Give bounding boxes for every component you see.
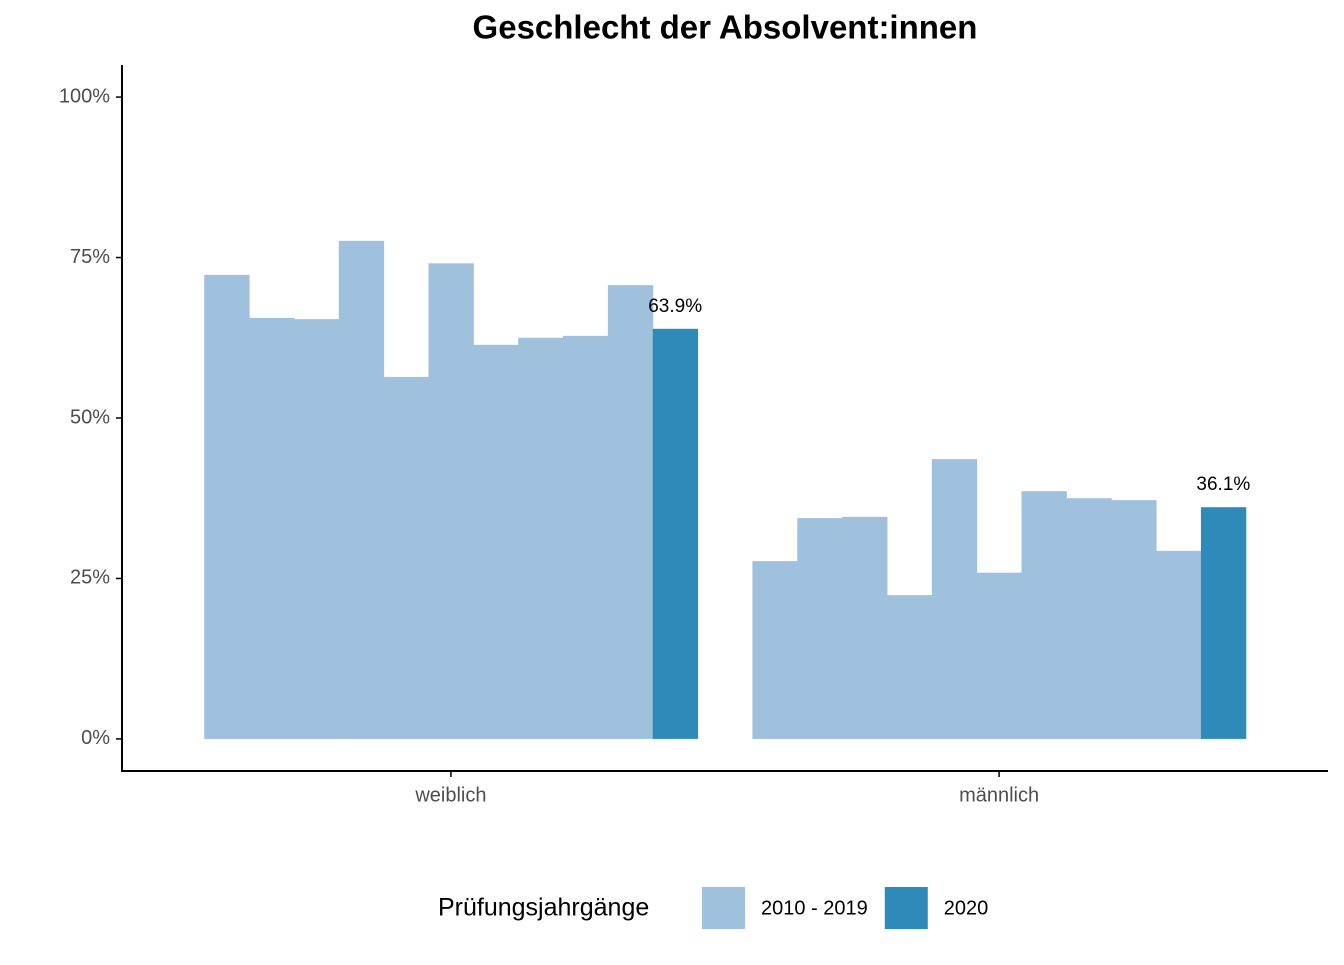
- bar: [886, 595, 933, 739]
- bar: [1156, 550, 1202, 739]
- bar: [249, 317, 295, 739]
- chart-title: Geschlecht der Absolvent:innen: [473, 9, 978, 46]
- bar: [293, 319, 340, 739]
- bar: [752, 561, 798, 739]
- bar: [1111, 500, 1157, 739]
- y-tick-label: 0%: [81, 727, 110, 749]
- legend-title: Prüfungsjahrgänge: [438, 894, 649, 922]
- bar: [1021, 491, 1067, 739]
- legend-key: [702, 887, 745, 929]
- bar: [976, 572, 1023, 739]
- bar: [1200, 507, 1247, 739]
- bar: [563, 335, 609, 739]
- y-tick-label: 100%: [59, 85, 110, 107]
- bar: [473, 344, 519, 739]
- legend-key: [884, 887, 928, 929]
- bar: [204, 274, 250, 739]
- data-label: 63.9%: [648, 296, 702, 317]
- y-tick-label: 25%: [70, 567, 110, 589]
- bar: [518, 337, 564, 739]
- bar: [797, 518, 843, 739]
- bar: [607, 285, 654, 739]
- legend-label: 2020: [944, 897, 989, 919]
- bar: [652, 328, 699, 739]
- bar: [1066, 498, 1112, 739]
- legend-label: 2010 - 2019: [761, 897, 868, 919]
- bar: [338, 240, 385, 739]
- y-tick-label: 50%: [70, 406, 110, 428]
- bar: [931, 459, 978, 739]
- y-tick-label: 75%: [70, 246, 110, 268]
- bar: [842, 516, 888, 739]
- bar: [383, 376, 429, 739]
- bar: [428, 263, 474, 739]
- x-tick-label: männlich: [959, 784, 1039, 806]
- x-tick-label: weiblich: [414, 784, 486, 806]
- data-label: 36.1%: [1196, 474, 1250, 495]
